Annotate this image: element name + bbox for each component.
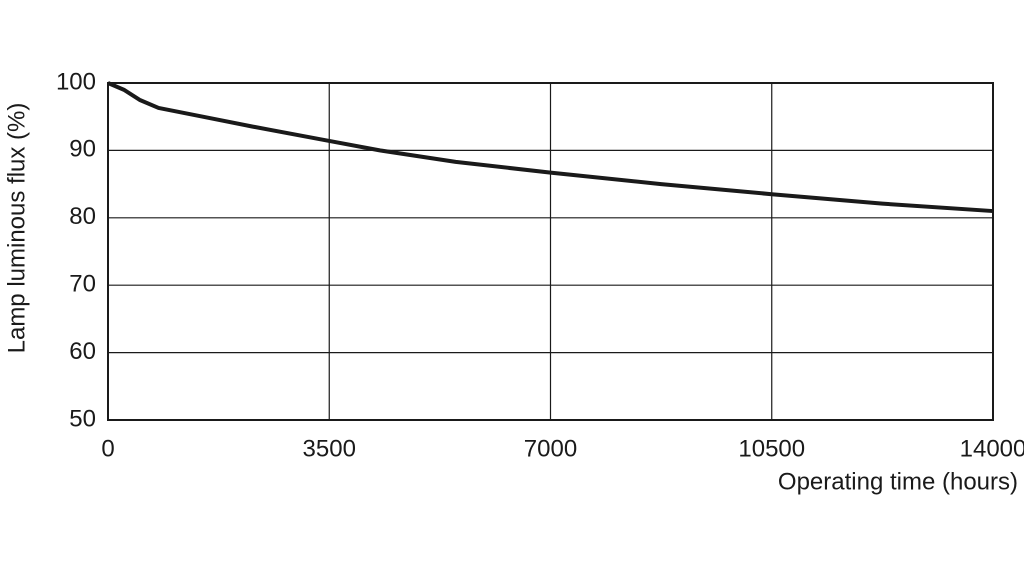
y-tick-label: 80 bbox=[69, 203, 96, 230]
x-tick-label: 0 bbox=[101, 435, 114, 462]
x-tick-label: 7000 bbox=[524, 435, 577, 462]
y-axis-label: Lamp luminous flux (%) bbox=[3, 103, 30, 354]
x-tick-label: 3500 bbox=[303, 435, 356, 462]
y-tick-label: 70 bbox=[69, 271, 96, 298]
y-tick-label: 100 bbox=[56, 68, 96, 95]
x-axis-label: Operating time (hours) bbox=[778, 468, 1018, 495]
y-tick-label: 50 bbox=[69, 405, 96, 432]
data-line bbox=[107, 81, 994, 214]
x-tick-label: 10500 bbox=[738, 435, 805, 462]
y-tick-label: 60 bbox=[69, 338, 96, 365]
x-tick-label: 14000 bbox=[960, 435, 1024, 462]
y-tick-label: 90 bbox=[69, 136, 96, 163]
